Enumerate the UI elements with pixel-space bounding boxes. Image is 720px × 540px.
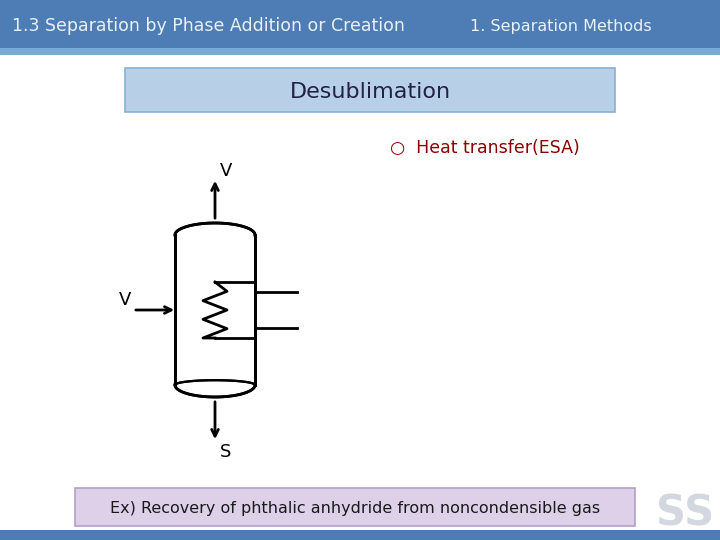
Text: SS: SS <box>656 492 714 534</box>
Text: 1. Separation Methods: 1. Separation Methods <box>470 18 652 33</box>
Text: V: V <box>119 291 131 309</box>
Text: V: V <box>220 162 233 180</box>
Text: S: S <box>220 443 231 461</box>
Text: ○  Heat transfer(ESA): ○ Heat transfer(ESA) <box>390 139 580 157</box>
Text: 1.3 Separation by Phase Addition or Creation: 1.3 Separation by Phase Addition or Crea… <box>12 17 405 35</box>
Text: Ex) Recovery of phthalic anhydride from noncondensible gas: Ex) Recovery of phthalic anhydride from … <box>110 501 600 516</box>
FancyBboxPatch shape <box>0 530 720 540</box>
FancyBboxPatch shape <box>0 0 720 48</box>
FancyBboxPatch shape <box>0 55 720 540</box>
FancyBboxPatch shape <box>0 48 720 55</box>
Text: Desublimation: Desublimation <box>289 82 451 102</box>
Bar <box>175 235 255 385</box>
FancyBboxPatch shape <box>125 68 615 112</box>
FancyBboxPatch shape <box>75 488 635 526</box>
